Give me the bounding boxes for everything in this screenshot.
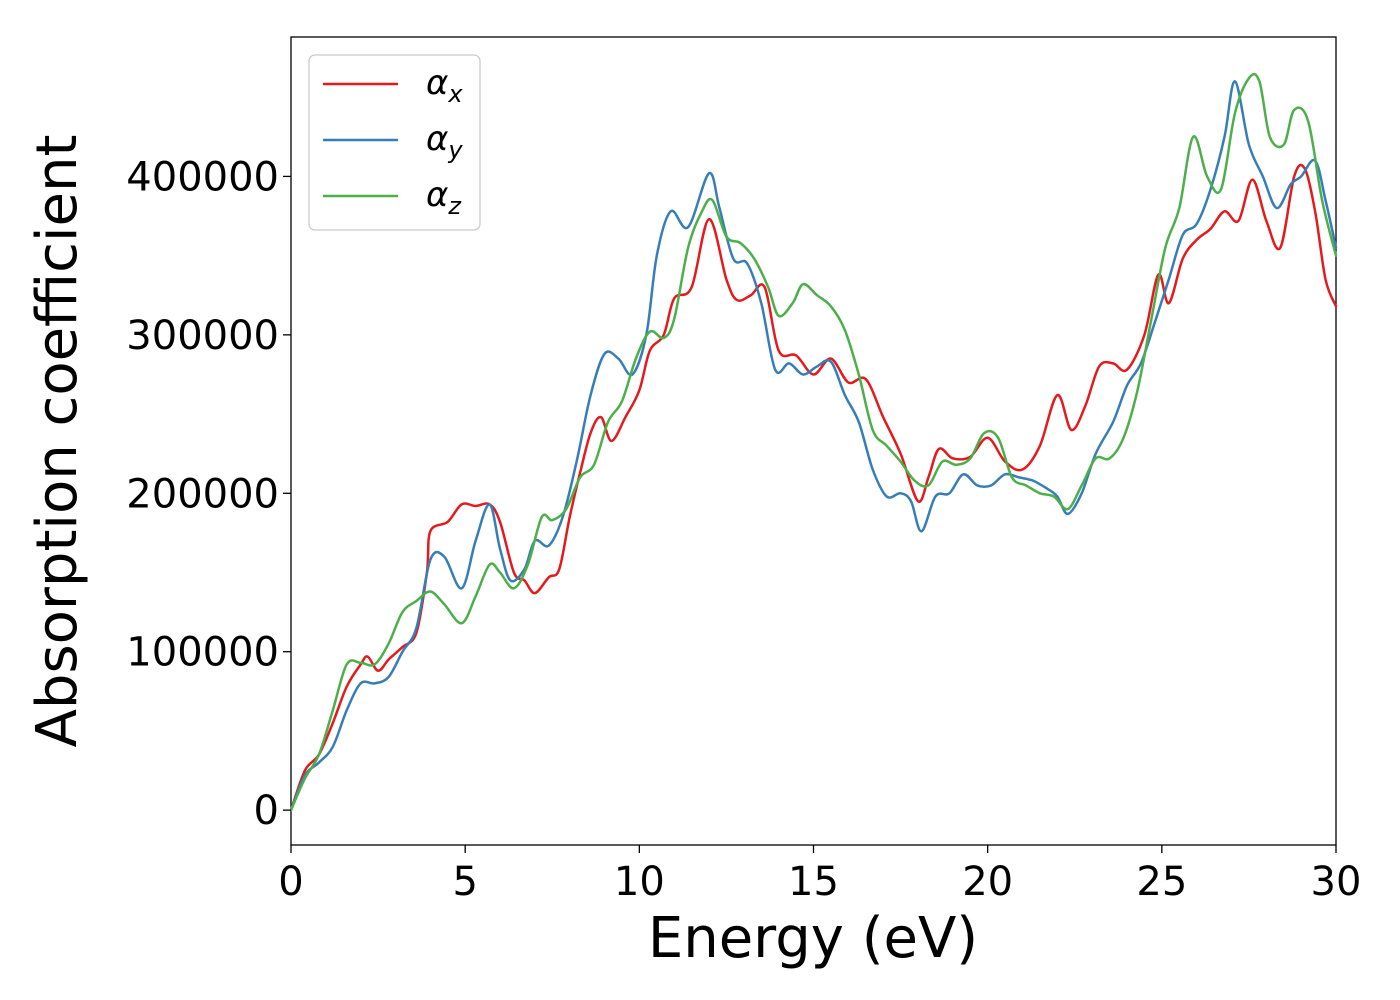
legend: αx αy αz — [308, 54, 481, 231]
y-tick-label: 400000 — [126, 154, 279, 200]
y-tick-label: 200000 — [126, 471, 279, 517]
x-axis: 0 5 10 15 20 25 30 — [278, 845, 1361, 905]
y-tick-label: 300000 — [126, 313, 279, 359]
series-layer — [289, 72, 1338, 812]
x-tick-label: 10 — [614, 859, 665, 905]
y-axis: 0 100000 200000 300000 400000 — [126, 154, 291, 834]
x-tick-label: 0 — [278, 859, 303, 905]
series-line-alpha-x — [289, 163, 1338, 812]
y-tick-label: 100000 — [126, 630, 279, 676]
y-tick-label: 0 — [254, 788, 279, 834]
x-tick-label: 25 — [1136, 859, 1187, 905]
y-axis-label: Absorption coefficient — [25, 135, 90, 748]
legend-label-alpha-y: αy — [426, 119, 463, 164]
x-axis-label: Energy (eV) — [648, 906, 978, 971]
legend-label-alpha-z: αz — [426, 175, 462, 220]
series-line-alpha-y — [289, 80, 1338, 812]
x-tick-label: 30 — [1311, 859, 1362, 905]
series-line-alpha-z — [289, 72, 1338, 812]
legend-label-alpha-x: αx — [426, 63, 463, 108]
legend-frame — [308, 54, 481, 231]
x-tick-label: 20 — [962, 859, 1013, 905]
x-tick-label: 15 — [788, 859, 839, 905]
x-tick-label: 5 — [452, 859, 477, 905]
